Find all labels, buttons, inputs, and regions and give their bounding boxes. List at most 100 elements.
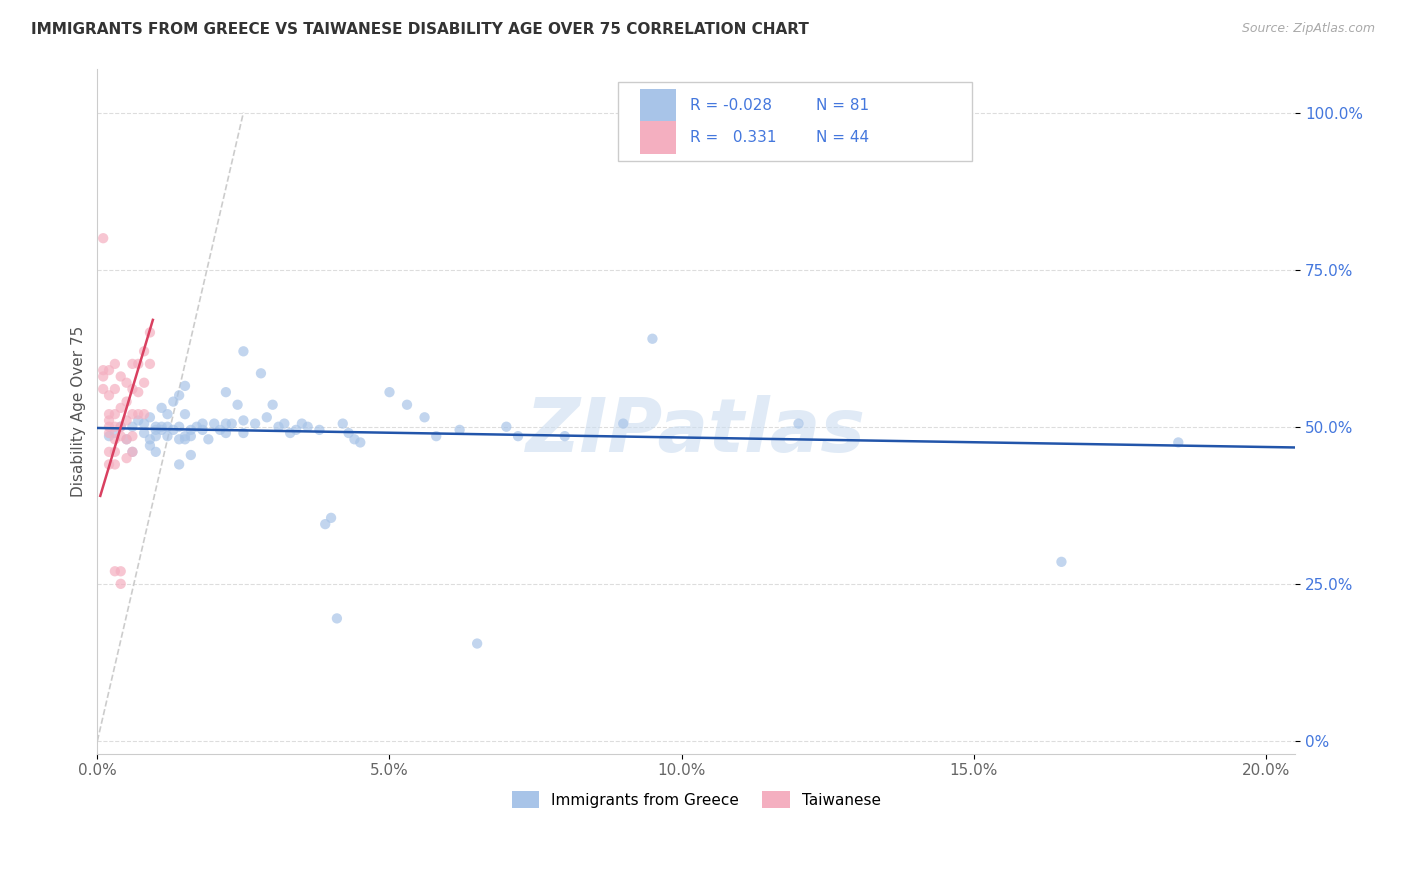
Y-axis label: Disability Age Over 75: Disability Age Over 75 xyxy=(72,326,86,497)
Point xyxy=(308,423,330,437)
Text: R =   0.331: R = 0.331 xyxy=(690,130,776,145)
Point xyxy=(121,445,143,459)
Point xyxy=(256,410,278,425)
Point xyxy=(127,413,149,427)
Point xyxy=(413,410,436,425)
Point xyxy=(110,564,132,578)
Point xyxy=(612,417,634,431)
Point xyxy=(139,432,162,446)
Point xyxy=(349,435,371,450)
Point xyxy=(156,429,179,443)
Point xyxy=(104,445,127,459)
Point xyxy=(221,417,243,431)
Point xyxy=(98,388,121,402)
Point xyxy=(314,517,336,532)
Point xyxy=(115,432,138,446)
Point xyxy=(326,611,349,625)
Point xyxy=(132,376,155,390)
Point xyxy=(506,429,529,443)
Legend: Immigrants from Greece, Taiwanese: Immigrants from Greece, Taiwanese xyxy=(506,784,887,814)
Point xyxy=(395,398,418,412)
Point xyxy=(98,445,121,459)
Point xyxy=(273,417,295,431)
Point xyxy=(127,357,149,371)
Point xyxy=(167,432,190,446)
Point xyxy=(91,231,114,245)
Point xyxy=(425,429,447,443)
Point xyxy=(291,417,314,431)
Point xyxy=(104,458,127,472)
Point xyxy=(121,419,143,434)
Point xyxy=(104,564,127,578)
Point xyxy=(465,636,488,650)
Point xyxy=(787,417,810,431)
Point xyxy=(191,423,214,437)
Point xyxy=(297,419,319,434)
Point xyxy=(337,425,360,440)
Point xyxy=(232,344,254,359)
Point xyxy=(180,429,202,443)
Point xyxy=(191,417,214,431)
Point xyxy=(132,344,155,359)
Point xyxy=(232,413,254,427)
Point xyxy=(145,423,167,437)
Point xyxy=(104,407,127,421)
Point xyxy=(319,511,342,525)
Point xyxy=(98,429,121,443)
Point xyxy=(495,419,517,434)
Point xyxy=(215,385,238,400)
Point xyxy=(202,417,225,431)
Point xyxy=(139,357,162,371)
Text: N = 44: N = 44 xyxy=(815,130,869,145)
Point xyxy=(278,425,301,440)
Point xyxy=(121,445,143,459)
Bar xyxy=(640,89,676,122)
Point xyxy=(132,407,155,421)
Point xyxy=(110,429,132,443)
Point xyxy=(167,388,190,402)
Point xyxy=(121,382,143,396)
Point xyxy=(332,417,354,431)
Point xyxy=(186,419,208,434)
Point xyxy=(554,429,576,443)
Point xyxy=(121,429,143,443)
Point xyxy=(449,423,471,437)
Point xyxy=(91,363,114,377)
Point xyxy=(104,419,127,434)
Point xyxy=(121,357,143,371)
Point xyxy=(104,432,127,446)
Point xyxy=(156,419,179,434)
Point xyxy=(1050,555,1073,569)
Point xyxy=(104,357,127,371)
Point xyxy=(150,419,173,434)
Point xyxy=(167,419,190,434)
Point xyxy=(115,413,138,427)
Point xyxy=(156,407,179,421)
Point xyxy=(378,385,401,400)
Point xyxy=(150,423,173,437)
Point xyxy=(343,432,366,446)
Point xyxy=(145,419,167,434)
Point xyxy=(98,413,121,427)
Point xyxy=(115,394,138,409)
Point xyxy=(174,379,197,393)
Point xyxy=(110,419,132,434)
Bar xyxy=(619,82,972,161)
Point xyxy=(98,458,121,472)
Point xyxy=(262,398,284,412)
Point xyxy=(110,577,132,591)
Point xyxy=(180,423,202,437)
Point xyxy=(167,458,190,472)
Point xyxy=(98,363,121,377)
Point xyxy=(127,385,149,400)
Point xyxy=(1167,435,1189,450)
Point xyxy=(110,401,132,415)
Point xyxy=(180,448,202,462)
Text: IMMIGRANTS FROM GREECE VS TAIWANESE DISABILITY AGE OVER 75 CORRELATION CHART: IMMIGRANTS FROM GREECE VS TAIWANESE DISA… xyxy=(31,22,808,37)
Text: Source: ZipAtlas.com: Source: ZipAtlas.com xyxy=(1241,22,1375,36)
Point xyxy=(162,423,184,437)
Point xyxy=(91,369,114,384)
Point xyxy=(162,394,184,409)
Point xyxy=(209,423,232,437)
Point xyxy=(110,369,132,384)
